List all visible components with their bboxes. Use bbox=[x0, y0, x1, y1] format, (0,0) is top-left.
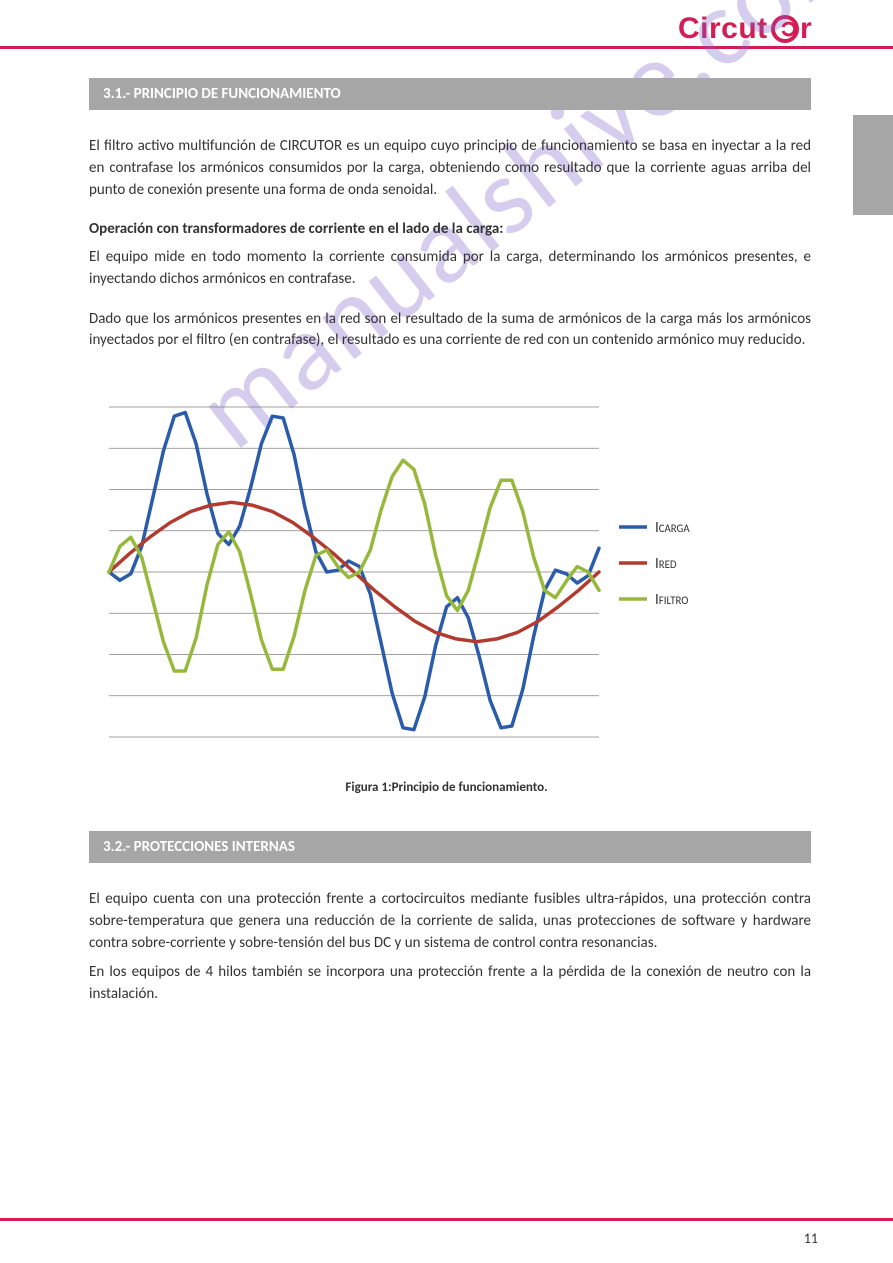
svg-text:r: r bbox=[800, 12, 812, 45]
svg-text:IFILTRO: IFILTRO bbox=[655, 591, 688, 609]
sec32-paragraph-2: En los equipos de 4 hilos también se inc… bbox=[89, 962, 811, 1006]
sec31-paragraph-1: El filtro activo multifunción de CIRCUTO… bbox=[89, 136, 811, 201]
figure-1-chart: ICARGA IRED IFILTRO bbox=[89, 372, 811, 772]
page-number: 11 bbox=[804, 1230, 818, 1247]
svg-text:Circut: Circut bbox=[678, 12, 768, 45]
svg-text:ICARGA: ICARGA bbox=[655, 519, 690, 537]
section-heading-31: 3.1.- PRINCIPIO DE FUNCIONAMIENTO bbox=[89, 78, 811, 110]
svg-text:IRED: IRED bbox=[655, 555, 677, 573]
sec31-paragraph-4: Dado que los armónicos presentes en la r… bbox=[89, 309, 811, 353]
sec32-paragraph-1: El equipo cuenta con una protección fren… bbox=[89, 889, 811, 954]
sec31-paragraph-3: El equipo mide en todo momento la corrie… bbox=[89, 247, 811, 291]
figure-1-caption: Figura 1:Principio de funcionamiento. bbox=[0, 780, 893, 795]
section-heading-32: 3.2.- PROTECCIONES INTERNAS bbox=[89, 831, 811, 863]
line-chart-svg: ICARGA IRED IFILTRO bbox=[89, 372, 709, 772]
footer-rule bbox=[0, 1218, 893, 1221]
page-content: 3.1.- PRINCIPIO DE FUNCIONAMIENTO El fil… bbox=[0, 78, 893, 1006]
brand-logo: Circut r bbox=[678, 12, 818, 51]
sec31-paragraph-2-bold: Operación con transformadores de corrien… bbox=[89, 219, 811, 241]
